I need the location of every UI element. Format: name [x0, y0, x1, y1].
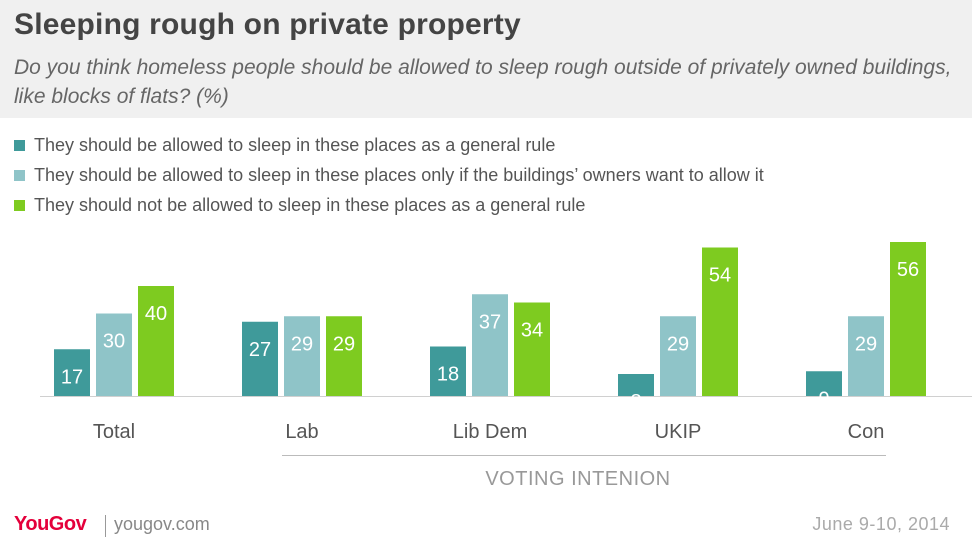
- group-label: VOTING INTENION: [485, 468, 670, 490]
- legend-swatch-2: [14, 169, 25, 181]
- data-label: 29: [333, 333, 355, 355]
- bar-total-s1: [54, 349, 90, 396]
- bar-ukip-s2: [660, 316, 696, 396]
- legend-item-3: They should not be allowed to sleep in t…: [14, 190, 764, 220]
- footer-url: yougov.com: [114, 514, 210, 534]
- footer-divider: [105, 515, 106, 537]
- legend-item-1: They should be allowed to sleep in these…: [14, 130, 764, 160]
- data-label: 37: [479, 311, 501, 333]
- bar-lib-dem-s3: [514, 302, 550, 396]
- footer-date: June 9-10, 2014: [812, 514, 950, 534]
- yougov-logo: YouGov: [14, 513, 87, 535]
- bar-lib-dem-s1: [430, 346, 466, 396]
- legend-swatch-3: [14, 199, 25, 211]
- bar-lab-s2: [284, 316, 320, 396]
- legend-item-2: They should be allowed to sleep in these…: [14, 160, 764, 190]
- data-label: 40: [145, 303, 167, 325]
- data-label: 56: [897, 259, 919, 281]
- data-label: 9: [818, 388, 829, 410]
- category-label: UKIP: [655, 421, 702, 443]
- data-label: 30: [103, 331, 125, 353]
- data-label: 29: [291, 333, 313, 355]
- bar-lab-s3: [326, 316, 362, 396]
- bar-lab-s1: [242, 321, 278, 396]
- data-label: 29: [667, 333, 689, 355]
- data-label: 34: [521, 320, 543, 342]
- data-label: 29: [855, 333, 877, 355]
- bar-con-s1: [806, 371, 842, 396]
- category-label: Total: [93, 421, 135, 443]
- legend-label-2: They should be allowed to sleep in these…: [34, 164, 764, 185]
- bar-ukip-s3: [702, 247, 738, 396]
- legend-label-3: They should not be allowed to sleep in t…: [34, 194, 586, 215]
- bar-ukip-s1: [618, 374, 654, 396]
- data-label: 18: [437, 364, 459, 386]
- chart-title: Sleeping rough on private property: [14, 8, 521, 41]
- category-label: Lib Dem: [453, 421, 527, 443]
- data-label: 17: [61, 366, 83, 388]
- data-label: 8: [630, 391, 641, 413]
- data-label: 27: [249, 339, 271, 361]
- bar-total-s3: [138, 286, 174, 396]
- bar-lib-dem-s2: [472, 294, 508, 396]
- bar-con-s2: [848, 316, 884, 396]
- category-label: Con: [848, 421, 885, 443]
- bar-total-s2: [96, 313, 132, 396]
- bar-con-s3: [890, 242, 926, 396]
- chart-subtitle: Do you think homeless people should be a…: [14, 56, 952, 108]
- header-panel: Sleeping rough on private property Do yo…: [0, 0, 972, 118]
- legend-label-1: They should be allowed to sleep in these…: [34, 134, 556, 155]
- legend: They should be allowed to sleep in these…: [14, 130, 764, 220]
- legend-swatch-1: [14, 139, 25, 151]
- data-label: 54: [709, 265, 731, 287]
- category-label: Lab: [285, 421, 318, 443]
